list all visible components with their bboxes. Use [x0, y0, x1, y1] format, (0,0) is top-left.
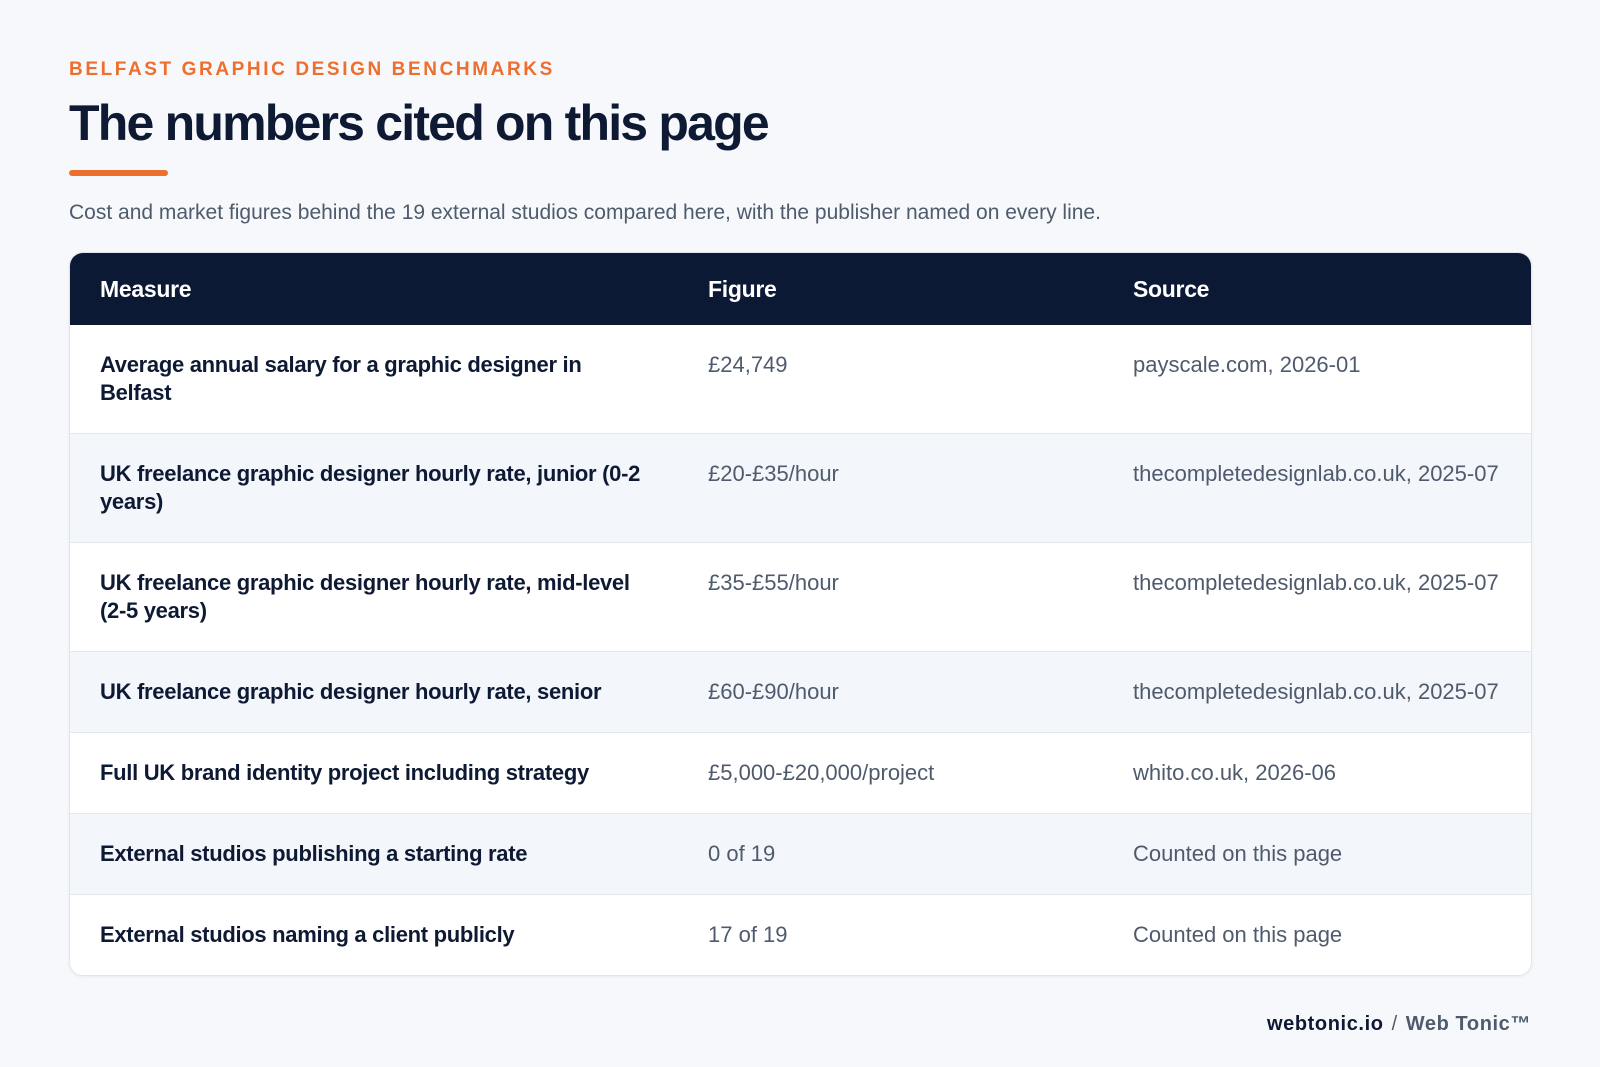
table-header-row: Measure Figure Source: [70, 253, 1531, 325]
page: BELFAST GRAPHIC DESIGN BENCHMARKS The nu…: [69, 58, 1532, 976]
cell-measure: UK freelance graphic designer hourly rat…: [70, 433, 678, 543]
cell-source: whito.co.uk, 2026-06: [1103, 732, 1531, 814]
table-row: External studios publishing a starting r…: [70, 813, 1531, 895]
column-header-source: Source: [1133, 275, 1210, 302]
cell-source: Counted on this page: [1103, 894, 1531, 975]
cell-figure: 0 of 19: [678, 813, 1103, 895]
cell-measure: External studios publishing a starting r…: [70, 813, 678, 895]
cell-figure: £35-£55/hour: [678, 542, 1103, 652]
cell-source: thecompletedesignlab.co.uk, 2025-07: [1103, 651, 1531, 733]
cell-figure: £20-£35/hour: [678, 433, 1103, 543]
cell-figure: £60-£90/hour: [678, 651, 1103, 733]
footer-separator: /: [1391, 1013, 1398, 1035]
cell-figure: £5,000-£20,000/project: [678, 732, 1103, 814]
benchmarks-table-card: Measure Figure Source Average annual sal…: [69, 252, 1532, 976]
footer-credit: webtonic.io / Web Tonic™: [1267, 1011, 1531, 1037]
table-row: External studios naming a client publicl…: [70, 894, 1531, 975]
column-header-measure: Measure: [100, 275, 192, 302]
table-body: Average annual salary for a graphic desi…: [70, 325, 1531, 975]
eyebrow-label: BELFAST GRAPHIC DESIGN BENCHMARKS: [69, 59, 555, 80]
page-title: The numbers cited on this page: [69, 95, 770, 151]
table-row: Full UK brand identity project including…: [70, 732, 1531, 814]
table-row: UK freelance graphic designer hourly rat…: [70, 433, 1531, 543]
table-row: UK freelance graphic designer hourly rat…: [70, 651, 1531, 733]
benchmarks-table: Measure Figure Source Average annual sal…: [70, 253, 1531, 975]
cell-measure: Full UK brand identity project including…: [70, 732, 678, 814]
cell-figure: £24,749: [708, 352, 788, 377]
cell-source: Counted on this page: [1103, 813, 1531, 895]
page-subtitle: Cost and market figures behind the 19 ex…: [69, 201, 1101, 224]
cell-measure: External studios naming a client publicl…: [70, 894, 678, 975]
cell-source: payscale.com, 2026-01: [1133, 352, 1361, 377]
cell-measure: UK freelance graphic designer hourly rat…: [70, 651, 678, 733]
table-row: Average annual salary for a graphic desi…: [70, 325, 1531, 434]
cell-source: thecompletedesignlab.co.uk, 2025-07: [1103, 433, 1531, 543]
column-header-figure: Figure: [708, 275, 777, 302]
footer-domain-link[interactable]: webtonic.io: [1266, 1013, 1384, 1035]
cell-measure: Average annual salary for a graphic desi…: [100, 352, 582, 405]
footer-brand: Web Tonic™: [1405, 1013, 1531, 1035]
cell-measure: UK freelance graphic designer hourly rat…: [70, 542, 678, 652]
accent-underline: [69, 170, 168, 176]
table-header: Measure Figure Source: [70, 253, 1531, 325]
table-row: UK freelance graphic designer hourly rat…: [70, 542, 1531, 652]
cell-figure: 17 of 19: [678, 894, 1103, 975]
cell-source: thecompletedesignlab.co.uk, 2025-07: [1103, 542, 1531, 652]
